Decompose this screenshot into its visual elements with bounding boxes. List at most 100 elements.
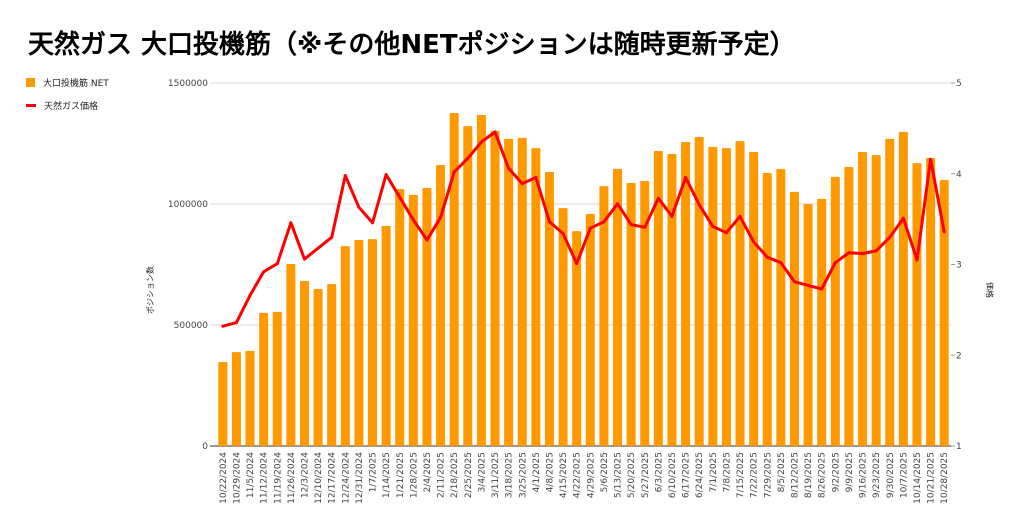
bar bbox=[299, 280, 309, 446]
x-tick-label: 12/31/2024 bbox=[355, 452, 365, 504]
x-tick-label: 12/10/2024 bbox=[314, 452, 324, 504]
x-tick-label: 1/21/2025 bbox=[396, 452, 406, 498]
price-point bbox=[248, 293, 252, 297]
line-series bbox=[221, 130, 946, 328]
x-tick-label: 3/4/2025 bbox=[477, 452, 487, 492]
x-tick-label: 9/30/2025 bbox=[886, 452, 896, 498]
price-point bbox=[479, 140, 483, 144]
price-point bbox=[861, 252, 865, 256]
price-point bbox=[302, 257, 306, 261]
price-point bbox=[221, 324, 225, 328]
bar bbox=[517, 137, 527, 446]
bar bbox=[749, 151, 759, 446]
price-line bbox=[222, 130, 946, 328]
bar bbox=[912, 163, 922, 447]
right-tick-label: 5 bbox=[956, 79, 962, 89]
price-point bbox=[371, 221, 375, 225]
bar bbox=[776, 168, 786, 446]
x-tick-label: 10/14/2025 bbox=[913, 452, 923, 504]
price-point bbox=[330, 235, 334, 239]
price-point bbox=[425, 238, 429, 242]
price-point bbox=[629, 223, 633, 227]
price-point bbox=[439, 215, 443, 219]
x-tick-label: 10/28/2025 bbox=[940, 452, 950, 504]
bar bbox=[572, 231, 582, 446]
legend-label-price: 天然ガス価格 bbox=[44, 102, 99, 112]
bar bbox=[762, 173, 772, 447]
bar bbox=[231, 352, 241, 446]
price-point bbox=[493, 130, 497, 134]
legend-swatch-line bbox=[26, 104, 36, 107]
x-tick-label: 12/17/2024 bbox=[328, 452, 338, 504]
x-tick-label: 1/7/2025 bbox=[369, 452, 379, 492]
price-point bbox=[643, 225, 647, 229]
chart-title: 天然ガス 大口投機筋（※その他NETポジションは随時更新予定） bbox=[28, 30, 796, 60]
bar bbox=[381, 226, 391, 446]
price-point bbox=[534, 175, 538, 179]
bar bbox=[898, 131, 908, 446]
bar bbox=[830, 176, 840, 446]
bar bbox=[871, 155, 881, 446]
bar bbox=[667, 153, 677, 446]
x-tick-label: 7/15/2025 bbox=[736, 452, 746, 498]
price-point bbox=[602, 220, 606, 224]
price-point bbox=[738, 214, 742, 218]
price-point bbox=[507, 166, 511, 170]
bar bbox=[313, 288, 323, 446]
x-tick-label: 5/13/2025 bbox=[614, 452, 624, 498]
price-point bbox=[316, 246, 320, 250]
price-point bbox=[888, 235, 892, 239]
price-point bbox=[561, 232, 565, 236]
price-point bbox=[289, 221, 293, 225]
x-tick-label: 3/18/2025 bbox=[505, 452, 515, 498]
left-tick-label: 0 bbox=[202, 442, 208, 452]
x-tick-label: 1/28/2025 bbox=[409, 452, 419, 498]
x-tick-label: 6/10/2025 bbox=[668, 452, 678, 498]
x-tick-label: 7/1/2025 bbox=[709, 452, 719, 492]
bar bbox=[694, 136, 704, 446]
price-point bbox=[343, 174, 347, 178]
price-point bbox=[656, 196, 660, 200]
bar bbox=[817, 198, 827, 446]
price-point bbox=[942, 230, 946, 234]
x-tick-label: 10/7/2025 bbox=[899, 452, 909, 498]
price-point bbox=[384, 173, 388, 177]
bar bbox=[885, 138, 895, 447]
x-tick-label: 10/29/2024 bbox=[232, 452, 242, 504]
price-point bbox=[820, 287, 824, 291]
price-point bbox=[547, 220, 551, 224]
right-tick-label: 1 bbox=[956, 442, 962, 452]
price-point bbox=[765, 255, 769, 259]
right-axis-title: 価格 bbox=[985, 282, 995, 298]
x-tick-label: 9/23/2025 bbox=[872, 452, 882, 498]
bar bbox=[422, 188, 432, 446]
x-tick-label: 8/19/2025 bbox=[804, 452, 814, 498]
x-tick-label: 12/24/2024 bbox=[341, 452, 351, 504]
bar bbox=[327, 284, 337, 446]
x-tick-label: 9/2/2025 bbox=[831, 452, 841, 492]
bar bbox=[286, 264, 296, 446]
bar bbox=[599, 186, 609, 447]
price-point bbox=[275, 262, 279, 266]
legend-item-net[interactable]: 大口投機筋 NET bbox=[26, 76, 109, 89]
bar bbox=[681, 142, 691, 446]
left-tick-label: 1500000 bbox=[168, 79, 208, 89]
price-point bbox=[779, 261, 783, 265]
price-point bbox=[697, 203, 701, 207]
bar bbox=[626, 182, 636, 447]
legend-item-price[interactable]: 天然ガス価格 bbox=[26, 99, 109, 112]
price-point bbox=[398, 195, 402, 199]
right-tick-label: 2 bbox=[956, 351, 962, 361]
price-point bbox=[711, 224, 715, 228]
price-point bbox=[929, 157, 933, 161]
x-tick-label: 10/22/2024 bbox=[219, 452, 229, 504]
price-point bbox=[806, 283, 810, 287]
x-tick-label: 9/9/2025 bbox=[845, 452, 855, 492]
bar bbox=[640, 181, 650, 446]
bar bbox=[272, 311, 282, 446]
x-tick-label: 1/14/2025 bbox=[382, 452, 392, 498]
price-point bbox=[575, 262, 579, 266]
x-tick-label: 8/12/2025 bbox=[791, 452, 801, 498]
x-tick-label: 4/29/2025 bbox=[586, 452, 596, 498]
bar bbox=[340, 246, 350, 446]
